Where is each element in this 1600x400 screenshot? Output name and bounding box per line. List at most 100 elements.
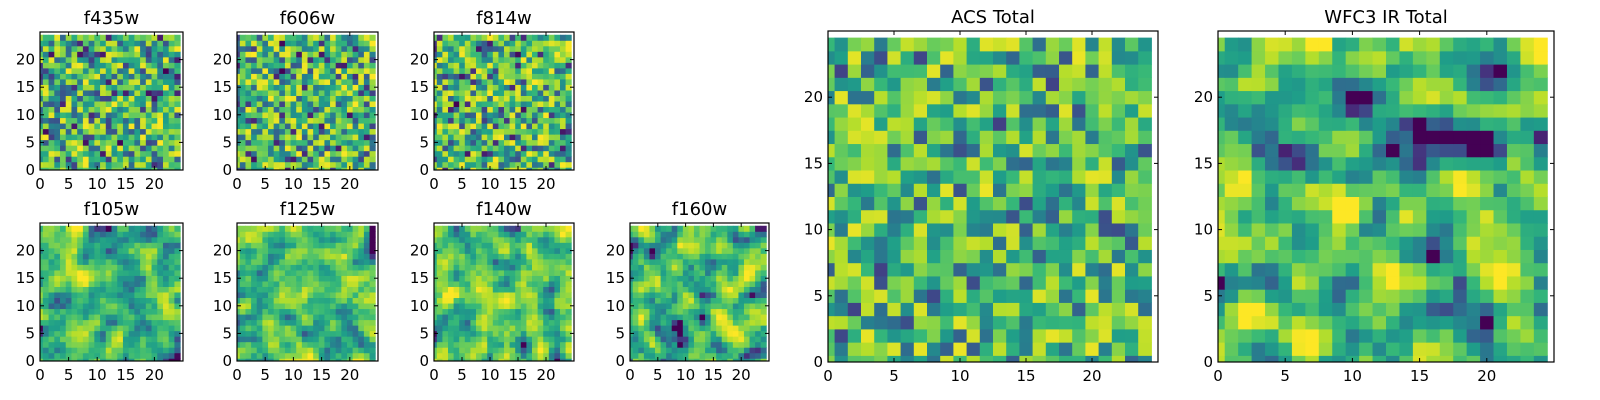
heatmap-cell (100, 236, 107, 243)
heatmap-cell (693, 286, 700, 293)
heatmap-cell (324, 330, 331, 337)
heatmap-cell (42, 117, 50, 124)
heatmap-cell (453, 336, 460, 343)
heatmap-cell (174, 34, 181, 41)
heatmap-cell (296, 84, 303, 91)
heatmap-cell (442, 123, 449, 130)
heatmap-cell (492, 106, 499, 113)
heatmap-cell (369, 314, 376, 321)
heatmap-cell (237, 161, 241, 168)
heatmap-cell (459, 347, 466, 354)
heatmap-cell (60, 325, 67, 332)
heatmap-cell (239, 292, 246, 299)
heatmap-cell (509, 56, 516, 63)
heatmap-cell (436, 56, 443, 63)
heatmap-cell (65, 264, 72, 271)
heatmap-cell (913, 196, 928, 211)
heatmap-cell (363, 128, 371, 135)
heatmap-cell (301, 89, 308, 96)
heatmap-cell (979, 249, 994, 264)
heatmap-cell (436, 112, 443, 119)
heatmap-cell (1032, 355, 1047, 363)
heatmap-cell (296, 150, 303, 157)
heatmap-cell (71, 253, 78, 260)
heatmap-cell (301, 280, 308, 287)
heatmap-cell (481, 167, 488, 171)
heatmap-cell (335, 314, 342, 321)
heatmap-cell (71, 128, 78, 135)
heatmap-cell (237, 156, 241, 163)
heatmap-cell (313, 225, 320, 232)
heatmap-cell (290, 123, 297, 130)
heatmap-cell (145, 336, 153, 343)
heatmap-cell (65, 341, 72, 348)
heatmap-cell (476, 34, 483, 41)
heatmap-cell (94, 280, 101, 287)
heatmap-cell (755, 247, 762, 254)
heatmap-cell (162, 231, 170, 238)
heatmap-cell (481, 134, 488, 141)
heatmap-cell (749, 352, 756, 359)
heatmap-cell (88, 247, 95, 254)
heatmap-cell (174, 247, 181, 254)
heatmap-cell (677, 347, 684, 354)
heatmap-cell (655, 336, 662, 343)
heatmap-cell (716, 258, 723, 265)
heatmap-cell (520, 297, 527, 304)
heatmap-cell (682, 275, 689, 282)
heatmap-cell (649, 330, 656, 337)
heatmap-cell (498, 67, 505, 74)
heatmap-cell (1019, 196, 1034, 211)
heatmap-cell (60, 314, 67, 321)
x-tick-label: 0 (232, 366, 242, 384)
heatmap-cell (284, 45, 292, 52)
heatmap-cell (157, 150, 164, 157)
heatmap-cell (434, 308, 438, 315)
heatmap-cell (532, 167, 539, 171)
heatmap-cell (279, 336, 286, 343)
heatmap-cell (330, 352, 337, 359)
heatmap-cell (369, 123, 376, 130)
heatmap-cell (1138, 249, 1152, 264)
heatmap-cell (134, 95, 141, 102)
axes-frame (433, 31, 575, 171)
heatmap-cell (273, 225, 280, 232)
heatmap-cell (42, 319, 50, 326)
heatmap-cell (122, 128, 130, 135)
heatmap-cell (504, 139, 511, 146)
heatmap-cell (284, 225, 292, 232)
heatmap-cell (565, 167, 572, 171)
heatmap-cell (82, 258, 90, 265)
heatmap-cell (346, 67, 354, 74)
heatmap-cell (168, 84, 175, 91)
heatmap-cell (710, 231, 717, 238)
heatmap-cell (710, 264, 717, 271)
heatmap-cell (296, 45, 303, 52)
heatmap-cell (100, 145, 107, 152)
heatmap-cell (290, 145, 297, 152)
heatmap-cell (966, 183, 981, 197)
heatmap-cell (1006, 275, 1020, 290)
heatmap-cell (268, 150, 275, 157)
heatmap-cell (861, 289, 875, 303)
heatmap-cell (40, 89, 44, 96)
heatmap-cell (861, 302, 875, 317)
heatmap-cell (237, 264, 241, 271)
heatmap-cell (256, 134, 263, 141)
heatmap-cell (699, 325, 706, 332)
heatmap-cell (290, 45, 297, 52)
heatmap-cell (927, 328, 941, 343)
heatmap-cell (239, 139, 246, 146)
heatmap-cell (1072, 209, 1086, 224)
heatmap-cell (630, 258, 634, 265)
heatmap-cell (532, 336, 539, 343)
heatmap-cell (1072, 275, 1086, 290)
heatmap-cell (307, 341, 314, 348)
heatmap-cell (554, 123, 561, 130)
heatmap-cell (341, 161, 348, 168)
heatmap-cell (324, 303, 331, 310)
heatmap-cell (526, 308, 533, 315)
heatmap-cell (755, 253, 762, 260)
heatmap-cell (251, 242, 258, 249)
